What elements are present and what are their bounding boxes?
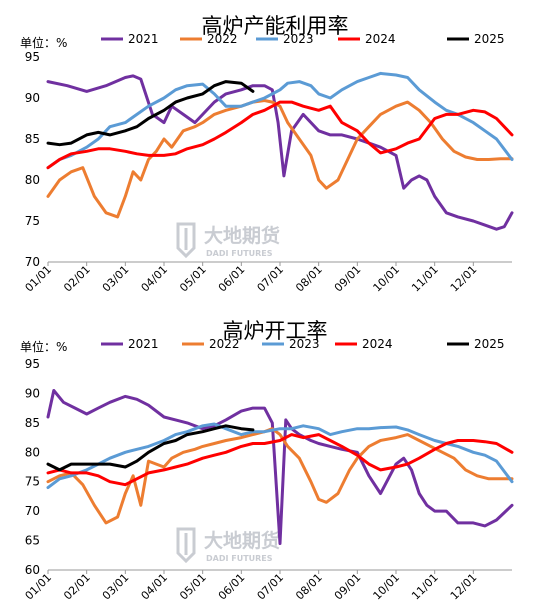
watermark-logo-icon: [176, 527, 196, 564]
x-tick-label: 03/01: [100, 571, 132, 603]
series-line-2023: [46, 71, 514, 170]
x-tick-label: 04/01: [139, 571, 171, 603]
series-line-2023: [46, 422, 514, 490]
series-line-2021: [46, 389, 514, 545]
legend-label-2021: 2021: [128, 337, 159, 351]
x-tick-label: 08/01: [293, 263, 325, 295]
y-tick-label: 80: [25, 173, 40, 187]
x-tick-label: 04/01: [139, 263, 171, 295]
y-tick-label: 90: [25, 91, 40, 105]
y-tick-label: 90: [25, 386, 40, 400]
legend-label-2024: 2024: [365, 32, 396, 46]
x-tick-label: 09/01: [332, 571, 364, 603]
unit-label: 单位：%: [20, 339, 67, 354]
x-tick-label: 10/01: [371, 263, 403, 295]
series-line-2025: [46, 80, 255, 147]
x-tick-label: 03/01: [100, 263, 132, 295]
y-tick-label: 85: [25, 132, 40, 146]
y-tick-label: 60: [25, 563, 40, 577]
series-line-2024: [46, 433, 514, 487]
x-tick-label: 05/01: [177, 263, 209, 295]
series-line-2022: [46, 99, 514, 219]
y-tick-label: 75: [25, 214, 40, 228]
unit-label: 单位：%: [20, 35, 67, 50]
x-tick-label: 02/01: [61, 263, 93, 295]
x-tick-label: 07/01: [255, 571, 287, 603]
watermark: 大地期货 DADI FUTURES: [176, 527, 280, 564]
legend-label-2022: 2022: [207, 32, 238, 46]
x-tick-label: 12/01: [448, 571, 480, 603]
x-tick-label: 10/01: [371, 571, 403, 603]
watermark-en: DADI FUTURES: [206, 554, 273, 563]
chart-title: 高炉产能利用率: [202, 14, 349, 38]
y-tick-label: 95: [25, 357, 40, 371]
x-tick-label: 11/01: [409, 571, 441, 603]
watermark: 大地期货 DADI FUTURES: [176, 222, 280, 259]
y-tick-label: 70: [25, 504, 40, 518]
x-axis: 01/01 02/01 03/01 04/01 05/01 06/01 07/01 08/01…: [23, 569, 512, 603]
legend-label-2024: 2024: [362, 337, 393, 351]
x-tick-label: 06/01: [216, 571, 248, 603]
y-axis: 60 65 70 75 80 85 90 95: [25, 357, 40, 577]
legend: 2021 2022 2023 2024 2025: [101, 337, 505, 351]
y-tick-label: 95: [25, 50, 40, 64]
series-group: [46, 71, 514, 231]
x-tick-label: 02/01: [61, 571, 93, 603]
y-tick-label: 70: [25, 255, 40, 269]
legend-label-2021: 2021: [128, 32, 159, 46]
legend-label-2025: 2025: [474, 32, 505, 46]
series-group: [46, 389, 514, 545]
capacity-utilization-chart: 高炉产能利用率 单位：% 2021 2022 2023 2024 2025 大地期货 D…: [20, 14, 514, 295]
chart-title: 高炉开工率: [223, 319, 328, 343]
y-tick-label: 80: [25, 445, 40, 459]
x-tick-label: 05/01: [177, 571, 209, 603]
legend: 2021 2022 2023 2024 2025: [101, 32, 505, 46]
watermark-cn: 大地期货: [204, 529, 280, 552]
series-line-2025: [46, 424, 255, 472]
watermark-cn: 大地期货: [204, 224, 280, 247]
legend-label-2025: 2025: [474, 337, 505, 351]
series-line-2021: [46, 74, 514, 231]
legend-label-2022: 2022: [209, 337, 240, 351]
x-axis: 01/01 02/01 03/01 04/01 05/01 06/01 07/01 08/01…: [23, 261, 512, 295]
x-tick-label: 12/01: [448, 263, 480, 295]
x-tick-label: 07/01: [255, 263, 287, 295]
series-line-2024: [46, 100, 514, 170]
watermark-en: DADI FUTURES: [206, 249, 273, 258]
legend-label-2023: 2023: [289, 337, 320, 351]
x-tick-label: 08/01: [293, 571, 325, 603]
x-tick-label: 06/01: [216, 263, 248, 295]
y-axis: 70 75 80 85 90 95: [25, 50, 40, 269]
x-tick-label: 11/01: [409, 263, 441, 295]
y-tick-label: 75: [25, 475, 40, 489]
y-tick-label: 85: [25, 416, 40, 430]
y-tick-label: 65: [25, 534, 40, 548]
operating-rate-chart: 高炉开工率 单位：% 2021 2022 2023 2024 2025 大地期货 DAD…: [20, 319, 514, 603]
watermark-logo-icon: [176, 222, 196, 259]
x-tick-label: 09/01: [332, 263, 364, 295]
legend-label-2023: 2023: [283, 32, 314, 46]
